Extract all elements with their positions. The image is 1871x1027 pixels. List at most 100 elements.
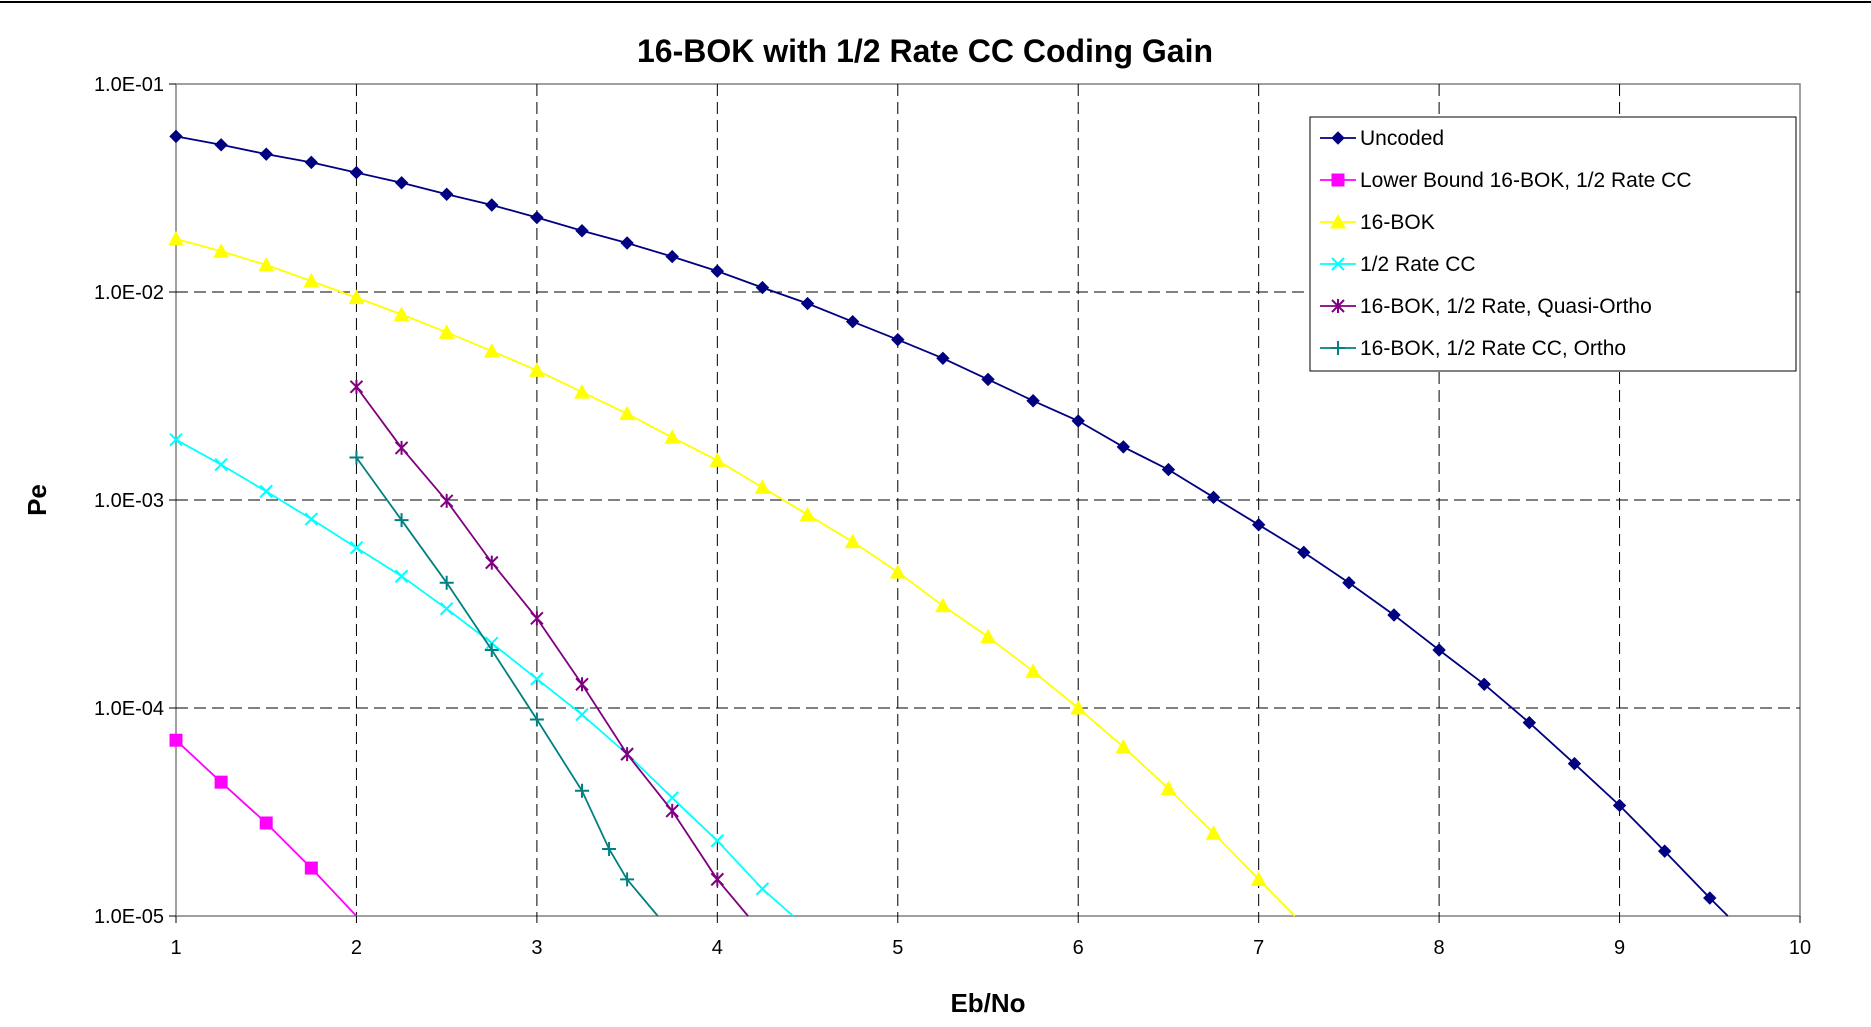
legend-box (1309, 116, 1797, 372)
axes: 1 2 3 4 5 6 7 8 9 10 1.0E-01 1.0E-02 1.0E-03 1.0E-04 1… (94, 74, 1811, 959)
legend-label: 1/2 Rate CC (1360, 253, 1476, 276)
legend-item: 1/2 Rate CC (1320, 253, 1476, 276)
legend-label: 16-BOK, 1/2 Rate CC, Ortho (1360, 337, 1626, 360)
series-2 (169, 733, 358, 917)
data-point (530, 672, 544, 686)
data-point (1071, 414, 1085, 428)
x-tick-label: 4 (712, 937, 723, 959)
data-point (575, 707, 589, 722)
data-point (169, 733, 183, 747)
data-point (529, 362, 545, 377)
y-tick-label: 1.0E-03 (94, 490, 164, 512)
data-point (529, 712, 544, 727)
data-point (1432, 643, 1446, 657)
data-point (304, 512, 319, 526)
data-point (620, 236, 634, 250)
data-point (393, 306, 410, 321)
chart-title: 16-BOK with 1/2 Rate CC Coding Gain (637, 33, 1213, 69)
data-point (665, 249, 679, 264)
data-point (259, 484, 273, 499)
data-point (1250, 871, 1267, 886)
data-point (665, 791, 679, 805)
legend-item: 16-BOK, 1/2 Rate CC, Ortho (1320, 337, 1626, 360)
legend: Uncoded Lower Bound 16-BOK, 1/2 Rate CC 16… (1309, 116, 1797, 372)
data-point (530, 611, 544, 626)
data-point (619, 405, 635, 421)
data-point (349, 450, 364, 465)
data-point (438, 324, 455, 339)
data-point (1297, 545, 1311, 560)
x-tick-label: 5 (892, 937, 903, 959)
series-group (168, 129, 1729, 917)
y-axis-title: Pe (22, 484, 52, 516)
data-point (936, 351, 950, 366)
y-tick-label: 1.0E-01 (94, 74, 164, 96)
data-point (483, 343, 500, 358)
data-point (845, 314, 860, 329)
data-point (349, 379, 364, 394)
x-tick-label: 7 (1253, 937, 1264, 959)
data-point (348, 289, 365, 305)
data-point (304, 861, 318, 875)
data-point (258, 256, 275, 272)
data-point (602, 841, 617, 856)
data-point (169, 129, 183, 144)
data-point (575, 677, 589, 692)
data-point (1160, 780, 1177, 796)
x-tick-label: 8 (1434, 937, 1445, 959)
series-line (175, 238, 1296, 917)
legend-marker (1331, 341, 1345, 355)
data-point (1025, 663, 1041, 678)
legend-marker (1331, 173, 1345, 187)
data-point (1703, 891, 1717, 905)
data-point (574, 384, 590, 399)
data-point (394, 176, 409, 190)
data-point (1612, 798, 1627, 813)
y-tick-label: 1.0E-04 (94, 698, 164, 720)
y-tick-label: 1.0E-05 (94, 906, 164, 928)
data-point (709, 452, 726, 467)
data-point (304, 155, 319, 170)
data-point (213, 243, 229, 258)
data-point (214, 775, 228, 789)
data-point (1567, 756, 1582, 771)
x-tick-label: 2 (351, 937, 362, 959)
legend-marker (1331, 131, 1345, 145)
data-point (439, 602, 454, 616)
data-point (799, 506, 816, 522)
data-point (754, 479, 771, 494)
data-point (981, 372, 995, 387)
data-point (485, 555, 499, 570)
data-point (168, 230, 184, 246)
data-point (349, 540, 364, 555)
data-point (259, 816, 273, 830)
x-tick-label: 6 (1073, 937, 1084, 959)
legend-marker (1330, 213, 1346, 229)
series-1 (169, 129, 1729, 917)
data-point (1116, 440, 1131, 454)
data-point (1342, 576, 1356, 590)
data-point (1657, 844, 1672, 858)
legend-item: Uncoded (1320, 127, 1444, 150)
data-point (349, 165, 364, 180)
series-line (175, 135, 1729, 917)
data-point (1251, 518, 1266, 532)
data-point (620, 872, 635, 887)
data-point (844, 533, 861, 549)
data-point (710, 264, 725, 278)
x-tick-label: 1 (170, 937, 181, 959)
data-point (484, 643, 499, 658)
data-point (394, 513, 409, 528)
data-point (439, 493, 454, 508)
data-point (891, 332, 905, 347)
data-point (169, 432, 183, 447)
data-point (1387, 608, 1401, 622)
y-tick-label: 1.0E-02 (94, 282, 164, 304)
data-point (1522, 715, 1537, 730)
series-line (355, 386, 749, 917)
data-point (485, 198, 499, 212)
x-tick-label: 3 (531, 937, 542, 959)
data-point (1477, 677, 1491, 692)
data-point (259, 147, 273, 161)
